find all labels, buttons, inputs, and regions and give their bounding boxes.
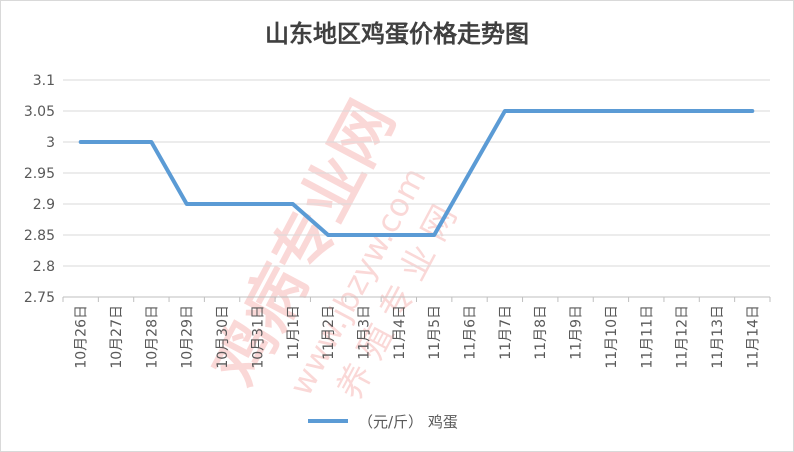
x-tick-label: 10月30日 [215, 305, 231, 369]
x-tick-label: 10月27日 [109, 305, 125, 369]
x-tick-label: 10月26日 [74, 305, 90, 369]
x-tick-label: 11月4日 [392, 305, 408, 360]
y-tick-label: 2.95 [24, 166, 55, 182]
x-tick-label: 11月7日 [498, 305, 514, 360]
series-line [78, 109, 755, 237]
x-tick-label: 11月12日 [675, 305, 691, 369]
y-tick-label: 2.85 [24, 228, 55, 244]
legend: （元/斤） 鸡蛋 [308, 410, 458, 432]
x-tick-label: 10月31日 [250, 305, 266, 369]
x-tick-label: 11月11日 [639, 305, 655, 369]
y-tick-label: 2.8 [33, 259, 55, 275]
y-tick-label: 2.75 [24, 290, 55, 306]
x-tick-label: 11月2日 [321, 305, 337, 360]
x-tick-label: 11月14日 [745, 305, 761, 369]
x-tick-label: 11月13日 [710, 305, 726, 369]
y-tick-label: 3 [46, 135, 55, 151]
x-tick-label: 11月6日 [463, 305, 479, 360]
x-tick-label: 11月10日 [604, 305, 620, 369]
legend-label: （元/斤） 鸡蛋 [358, 412, 458, 431]
x-tick-label: 10月28日 [144, 305, 160, 369]
y-tick-label: 3.1 [33, 73, 55, 89]
legend-swatch [308, 419, 348, 423]
x-tick-label: 11月1日 [286, 305, 302, 360]
x-tick-label: 11月9日 [569, 305, 585, 360]
x-tick-label: 11月3日 [356, 305, 372, 360]
y-tick-label: 3.05 [24, 104, 55, 120]
y-tick-label: 2.9 [33, 197, 55, 213]
x-tick-label: 11月8日 [533, 305, 549, 360]
x-tick-label: 11月5日 [427, 305, 443, 360]
chart-title: 山东地区鸡蛋价格走势图 [265, 19, 529, 48]
x-tick-label: 10月29日 [180, 305, 196, 369]
